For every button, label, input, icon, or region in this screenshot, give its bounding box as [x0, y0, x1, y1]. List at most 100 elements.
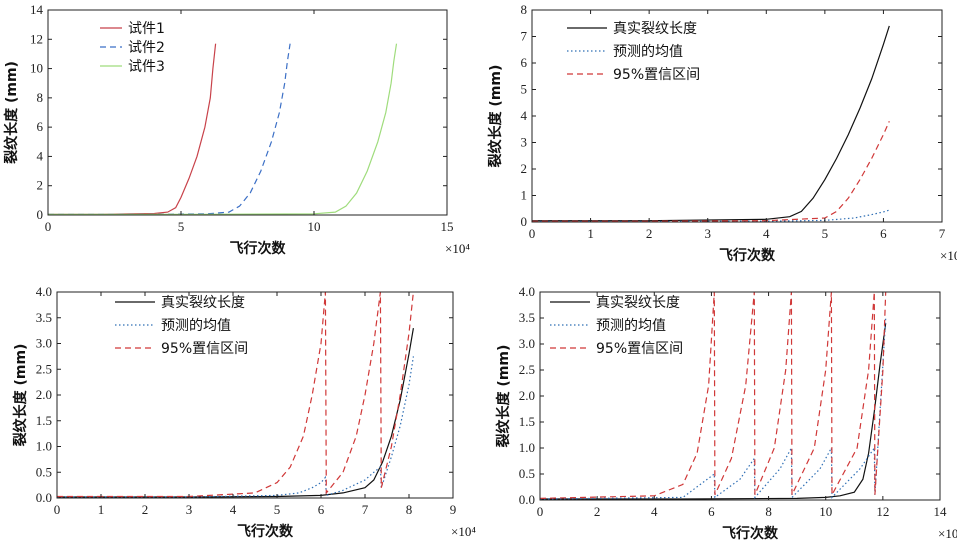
plot-frame: [56, 291, 454, 499]
series-group: [540, 292, 887, 500]
y-tick-label: 2.5: [36, 361, 52, 376]
y-tick-label: 2: [521, 161, 528, 176]
y-tick-label: 7: [521, 29, 528, 44]
series-line-1: [540, 323, 887, 500]
legend-label: 95%置信区间: [596, 341, 683, 357]
legend-label: 预测的均值: [613, 44, 683, 60]
y-axis-label: 裂纹长度 (mm): [487, 65, 504, 169]
y-tick-label: 2.5: [519, 362, 535, 377]
series-line-3: [540, 292, 887, 499]
x-tick-label: 2: [142, 502, 149, 517]
y-tick-label: 0.5: [519, 466, 535, 481]
series-line-3: [48, 43, 398, 215]
plot-frame: [47, 9, 448, 216]
x-tick-label: 0: [45, 219, 52, 234]
legend-label: 真实裂纹长度: [596, 295, 680, 311]
series-line-2: [532, 209, 890, 222]
y-tick-label: 1: [521, 188, 528, 203]
plot-frame: [531, 9, 943, 223]
x-tick-label: 5: [274, 502, 281, 517]
x-tick-label: 7: [362, 502, 369, 517]
x-tick-label: 0: [537, 504, 544, 519]
y-tick-label: 2.0: [519, 388, 535, 403]
x-tick-label: 8: [765, 504, 772, 519]
y-tick-label: 0.0: [519, 492, 535, 507]
legend-label: 真实裂纹长度: [613, 21, 697, 37]
y-tick-label: 0.5: [36, 464, 52, 479]
y-tick-label: 4: [521, 108, 528, 123]
y-tick-label: 5: [521, 82, 528, 97]
y-tick-label: 3.0: [36, 336, 52, 351]
y-axis-label: 裂纹长度 (mm): [495, 345, 512, 449]
x-multiplier: ×10⁴: [938, 526, 957, 541]
x-tick-label: 0: [54, 502, 61, 517]
y-tick-label: 12: [30, 31, 43, 46]
x-tick-label: 2: [646, 226, 653, 241]
series-line-2: [540, 317, 887, 500]
y-axis-label: 裂纹长度 (mm): [12, 344, 29, 448]
x-tick-label: 6: [318, 502, 325, 517]
legend-label: 95%置信区间: [613, 67, 700, 83]
series-group: [48, 43, 398, 215]
chart-panel-3: 0 1 2 3 4 5 6 7 8 9 0.0 0.5 1.0 1.5 2.0 2.5 3.0 3.5 4.0 飞行次…: [12, 284, 476, 540]
series-group: [532, 25, 890, 222]
y-axis-label: 裂纹长度 (mm): [3, 61, 20, 165]
y-tick-label: 4.0: [36, 284, 52, 299]
series-line-1: [57, 327, 414, 498]
x-tick-label: 3: [704, 226, 711, 241]
series-line-2: [48, 43, 291, 215]
x-tick-label: 14: [934, 504, 948, 519]
x-tick-label: 12: [876, 504, 889, 519]
y-tick-label: 3: [521, 135, 528, 150]
x-tick-label: 5: [822, 226, 829, 241]
y-tick-label: 14: [30, 2, 44, 17]
y-tick-label: 0: [37, 207, 44, 222]
x-tick-label: 10: [308, 219, 321, 234]
y-tick-label: 3.0: [519, 336, 535, 351]
chart-panel-2: 0 1 2 3 4 5 6 7 0 1 2 3 4 5 6 7 8 飞行次数 ×10⁴ 裂纹长度 (mm) 真实裂纹长度…: [487, 2, 957, 264]
legend-label: 试件3: [128, 59, 165, 75]
y-tick-label: 2.0: [36, 387, 52, 402]
x-tick-label: 6: [880, 226, 887, 241]
x-tick-label: 1: [98, 502, 105, 517]
x-axis-label: 飞行次数: [230, 240, 287, 257]
x-multiplier: ×10⁴: [445, 241, 470, 256]
legend-label: 真实裂纹长度: [161, 295, 245, 311]
legend-label: 试件1: [128, 21, 165, 37]
x-tick-label: 4: [651, 504, 658, 519]
legend-label: 预测的均值: [161, 318, 231, 334]
x-tick-label: 10: [819, 504, 832, 519]
x-axis-label: 飞行次数: [722, 525, 779, 542]
x-tick-label: 4: [763, 226, 770, 241]
y-tick-label: 1.5: [36, 413, 52, 428]
y-tick-label: 0: [521, 214, 528, 229]
y-tick-label: 10: [30, 61, 43, 76]
x-tick-label: 4: [230, 502, 237, 517]
x-multiplier: ×10⁴: [451, 524, 476, 539]
legend-label: 95%置信区间: [161, 341, 248, 357]
y-tick-label: 3.5: [519, 310, 535, 325]
series-line-3: [532, 121, 890, 222]
x-tick-label: 2: [594, 504, 601, 519]
series-group: [57, 292, 414, 498]
y-tick-label: 1.5: [519, 414, 535, 429]
x-tick-label: 0: [529, 226, 536, 241]
y-tick-label: 8: [37, 90, 44, 105]
x-tick-label: 9: [450, 502, 457, 517]
x-tick-label: 8: [406, 502, 413, 517]
x-tick-label: 5: [178, 219, 185, 234]
legend-label: 试件2: [128, 40, 165, 56]
y-tick-label: 3.5: [36, 310, 52, 325]
chart-panel-1: 0 5 10 15 0 2 4 6 8 10 12 14 飞行次数 ×10⁴ 裂纹长度 (mm) 试件1 试件2…: [3, 2, 470, 257]
x-tick-label: 3: [186, 502, 193, 517]
x-tick-label: 7: [939, 226, 946, 241]
y-tick-label: 0.0: [36, 490, 52, 505]
y-tick-label: 1.0: [519, 440, 535, 455]
series-line-3: [57, 292, 414, 498]
y-tick-label: 8: [521, 2, 528, 17]
chart-panel-4: 0 2 4 6 8 10 12 14 0.0 0.5 1.0 1.5 2.0 2.5 3.0 3.5 4.0 飞行…: [495, 284, 957, 542]
x-axis-label: 飞行次数: [719, 247, 776, 264]
series-line-2: [57, 356, 414, 498]
y-tick-label: 4.0: [519, 284, 535, 299]
